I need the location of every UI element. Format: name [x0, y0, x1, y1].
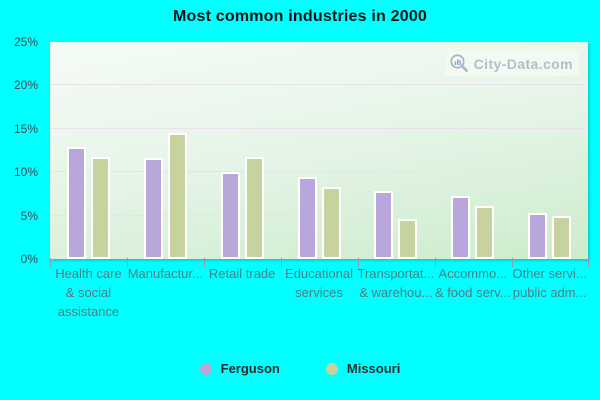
- legend-dot-missouri: [325, 362, 338, 375]
- x-tick-mark: [512, 258, 513, 267]
- legend-label: Ferguson: [220, 361, 280, 376]
- gridline: [50, 214, 588, 216]
- bar-group: [281, 42, 358, 259]
- x-tick-mark: [281, 258, 282, 267]
- legend-item-ferguson: Ferguson: [199, 361, 280, 376]
- bar-missouri: [90, 157, 110, 259]
- bar-ferguson: [528, 213, 548, 259]
- legend-item-missouri: Missouri: [325, 361, 401, 376]
- bar-ferguson: [66, 147, 86, 259]
- x-tick-label: Retail trade: [208, 266, 276, 281]
- bar-missouri: [552, 216, 572, 259]
- gridline: [50, 127, 588, 129]
- bar-group: [434, 42, 511, 259]
- watermark: City-Data.com: [444, 51, 579, 76]
- y-tick-label: 0%: [20, 252, 38, 266]
- x-tick-label: Manufactur...: [127, 266, 203, 281]
- plot-area: City-Data.com: [50, 42, 588, 259]
- magnifier-chart-icon: [450, 54, 468, 72]
- x-axis-labels: Health care & social assistance Manufactu…: [50, 264, 588, 321]
- y-tick-label: 10%: [13, 165, 38, 180]
- legend-label: Missouri: [346, 361, 401, 376]
- x-tick-label: Accommo... & food serv...: [434, 266, 511, 300]
- bar-group: [127, 42, 204, 259]
- gridline: [50, 171, 588, 173]
- y-tick-label: 25%: [13, 35, 38, 49]
- y-tick-label: 20%: [13, 78, 38, 93]
- x-tick-mark: [50, 258, 51, 267]
- x-tick-mark: [357, 258, 359, 267]
- bar-missouri: [398, 219, 418, 259]
- x-tick-mark: [203, 258, 205, 267]
- x-tick-mark: [435, 258, 436, 267]
- bar-group: [357, 42, 434, 259]
- gridline: [50, 84, 588, 86]
- bar-group: [50, 42, 127, 259]
- x-tick-label: Educational services: [285, 266, 353, 300]
- y-tick-label: 5%: [20, 208, 38, 223]
- y-axis: 0% 5% 10% 15% 20% 25%: [0, 35, 44, 266]
- x-axis-tick-marks: [50, 258, 589, 267]
- bar-ferguson: [143, 158, 163, 259]
- bar-missouri: [321, 186, 341, 259]
- y-tick-label: 15%: [13, 121, 38, 136]
- bar-ferguson: [451, 195, 471, 259]
- x-tick-mark: [126, 258, 128, 267]
- x-tick-label: Other servi... public adm...: [512, 266, 587, 300]
- bar-ferguson: [374, 191, 394, 259]
- x-tick-label: Health care & social assistance: [55, 266, 122, 319]
- x-tick-mark: [588, 258, 589, 267]
- bar-ferguson: [220, 172, 240, 259]
- x-tick-label: Transportat... & warehou...: [357, 266, 435, 300]
- bar-ferguson: [297, 177, 317, 259]
- bar-group: [204, 42, 281, 259]
- bar-missouri: [475, 206, 495, 259]
- legend-dot-ferguson: [199, 362, 212, 375]
- legend: Ferguson Missouri: [0, 361, 600, 376]
- bar-groups: [50, 42, 588, 259]
- chart-title: Most common industries in 2000: [172, 8, 428, 25]
- bar-missouri: [244, 157, 264, 259]
- watermark-text: City-Data.com: [473, 55, 573, 72]
- bar-group: [511, 42, 588, 259]
- bar-missouri: [167, 133, 187, 259]
